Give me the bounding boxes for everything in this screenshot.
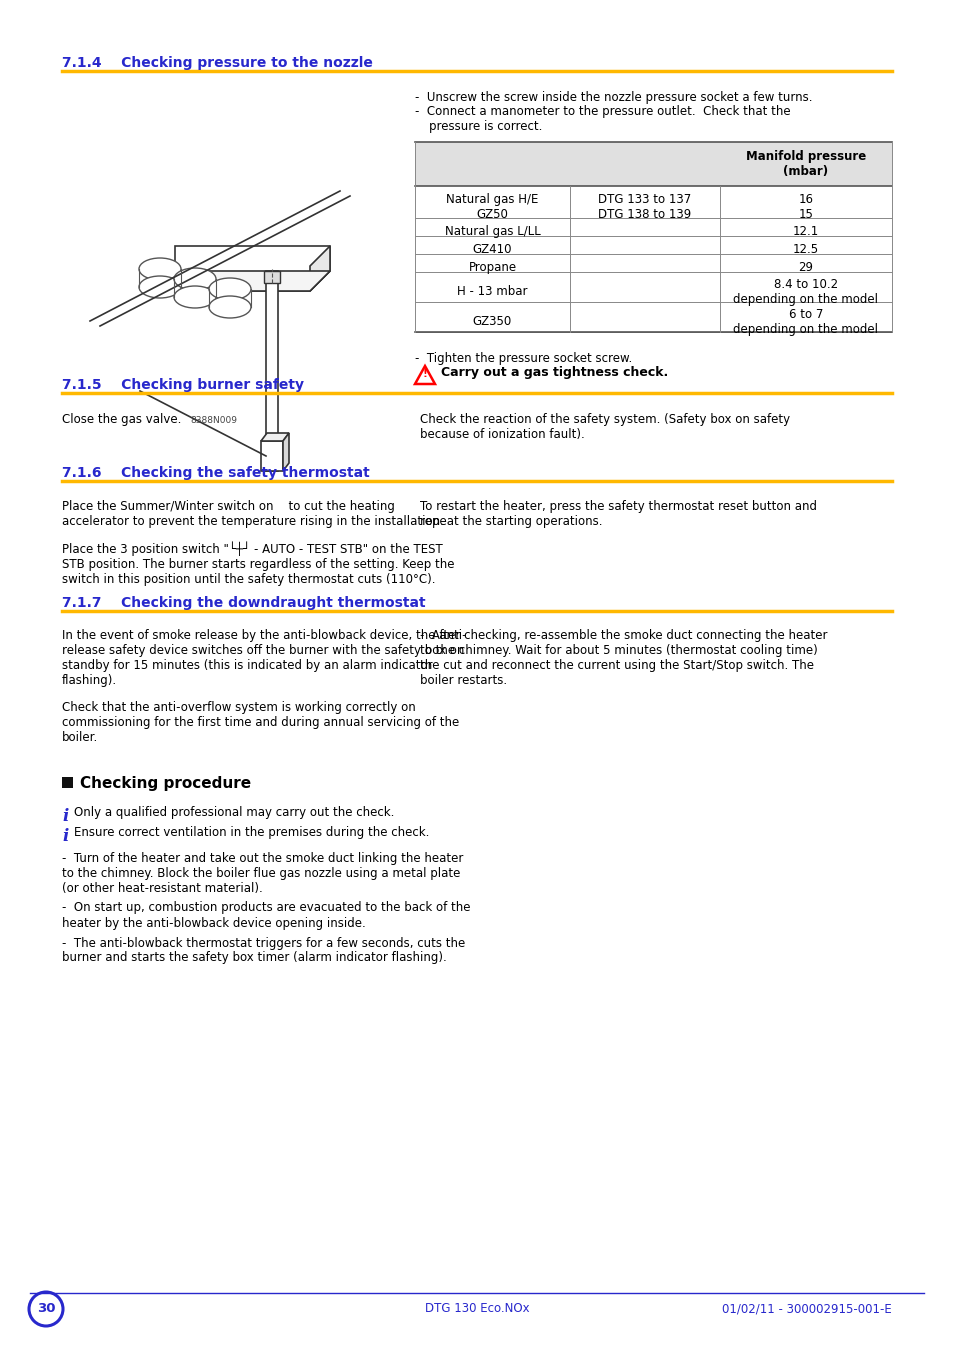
Text: -  Turn of the heater and take out the smoke duct linking the heater
to the chim: - Turn of the heater and take out the sm…	[62, 852, 463, 894]
Text: 7.1.7    Checking the downdraught thermostat: 7.1.7 Checking the downdraught thermosta…	[62, 596, 425, 611]
Text: Natural gas L/LL: Natural gas L/LL	[444, 226, 539, 238]
Ellipse shape	[139, 258, 181, 280]
Text: In the event of smoke release by the anti-blowback device, the anti-
release saf: In the event of smoke release by the ant…	[62, 630, 466, 688]
Text: pressure is correct.: pressure is correct.	[429, 120, 542, 132]
Circle shape	[29, 1292, 63, 1325]
Bar	[415, 142, 891, 186]
Text: Manifold pressure: Manifold pressure	[745, 150, 865, 163]
Text: -  Tighten the pressure socket screw.: - Tighten the pressure socket screw.	[415, 353, 632, 365]
Text: Carry out a gas tightness check.: Carry out a gas tightness check.	[440, 366, 667, 380]
Bar	[261, 440, 283, 471]
Ellipse shape	[209, 278, 251, 300]
Bar	[62, 777, 73, 788]
Polygon shape	[283, 434, 289, 471]
Text: 29: 29	[798, 261, 813, 274]
Text: (mbar): (mbar)	[782, 165, 828, 177]
Text: GZ410: GZ410	[473, 243, 512, 255]
Text: DTG 130 Eco.NOx: DTG 130 Eco.NOx	[424, 1302, 529, 1316]
Ellipse shape	[209, 296, 251, 317]
Text: To restart the heater, press the safety thermostat reset button and
repeat the s: To restart the heater, press the safety …	[419, 500, 816, 528]
Text: H - 13 mbar: H - 13 mbar	[456, 285, 527, 299]
Text: GZ350: GZ350	[473, 315, 512, 328]
Text: Close the gas valve.: Close the gas valve.	[62, 413, 181, 426]
Text: i: i	[62, 808, 69, 825]
Text: Only a qualified professional may carry out the check.: Only a qualified professional may carry …	[74, 807, 394, 819]
Text: -  After checking, re-assemble the smoke duct connecting the heater
to the chimn: - After checking, re-assemble the smoke …	[419, 630, 826, 688]
Text: Propane: Propane	[468, 261, 516, 274]
Text: Check the reaction of the safety system. (Safety box on safety
because of ioniza: Check the reaction of the safety system.…	[419, 413, 789, 440]
Text: Natural gas H/E
GZ50: Natural gas H/E GZ50	[446, 193, 538, 220]
Text: -  Unscrew the screw inside the nozzle pressure socket a few turns.: - Unscrew the screw inside the nozzle pr…	[415, 91, 812, 104]
Text: 7.1.4    Checking pressure to the nozzle: 7.1.4 Checking pressure to the nozzle	[62, 55, 373, 70]
Text: Checking procedure: Checking procedure	[80, 775, 251, 790]
Text: 12.5: 12.5	[792, 243, 819, 255]
Text: Ensure correct ventilation in the premises during the check.: Ensure correct ventilation in the premis…	[74, 825, 429, 839]
Ellipse shape	[173, 286, 215, 308]
Text: 7.1.5    Checking burner safety: 7.1.5 Checking burner safety	[62, 378, 304, 392]
Text: 01/02/11 - 300002915-001-E: 01/02/11 - 300002915-001-E	[721, 1302, 891, 1316]
Text: Place the Summer/Winter switch on    to cut the heating
accelerator to prevent t: Place the Summer/Winter switch on to cut…	[62, 500, 443, 528]
Ellipse shape	[173, 267, 215, 290]
Text: 12.1: 12.1	[792, 226, 819, 238]
Bar	[264, 272, 280, 282]
Bar	[266, 272, 277, 471]
Text: 30: 30	[37, 1302, 55, 1316]
Text: DTG 133 to 137
DTG 138 to 139: DTG 133 to 137 DTG 138 to 139	[598, 193, 691, 220]
Text: -  The anti-blowback thermostat triggers for a few seconds, cuts the
burner and : - The anti-blowback thermostat triggers …	[62, 936, 465, 965]
Text: 16
15: 16 15	[798, 193, 813, 220]
Polygon shape	[415, 366, 435, 384]
Text: !: !	[422, 369, 427, 380]
Text: -  Connect a manometer to the pressure outlet.  Check that the: - Connect a manometer to the pressure ou…	[415, 105, 790, 119]
Polygon shape	[310, 246, 330, 290]
Text: -  On start up, combustion products are evacuated to the back of the
heater by t: - On start up, combustion products are e…	[62, 901, 470, 929]
Text: Check that the anti-overflow system is working correctly on
commissioning for th: Check that the anti-overflow system is w…	[62, 701, 458, 744]
Polygon shape	[261, 434, 289, 440]
Polygon shape	[174, 272, 330, 290]
Text: 7.1.6    Checking the safety thermostat: 7.1.6 Checking the safety thermostat	[62, 466, 370, 480]
Text: Place the 3 position switch "└┼┘ - AUTO - TEST STB" on the TEST
STB position. Th: Place the 3 position switch "└┼┘ - AUTO …	[62, 540, 454, 585]
Text: i: i	[62, 828, 69, 844]
Ellipse shape	[139, 276, 181, 299]
Polygon shape	[174, 246, 330, 290]
Text: 6 to 7
depending on the model: 6 to 7 depending on the model	[733, 308, 878, 336]
Text: 8388N009: 8388N009	[190, 416, 236, 426]
Text: 8.4 to 10.2
depending on the model: 8.4 to 10.2 depending on the model	[733, 278, 878, 305]
